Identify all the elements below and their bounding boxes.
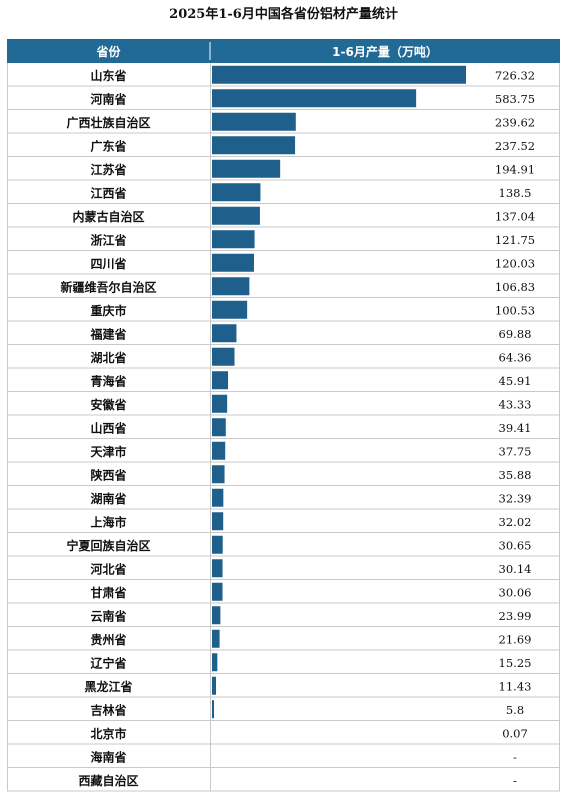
- header-value: 1-6月产量（万吨）: [332, 44, 438, 59]
- bar: [212, 206, 260, 225]
- value-label: 239.62: [495, 115, 535, 129]
- category-label: 江苏省: [90, 162, 126, 177]
- value-label: 23.99: [499, 609, 532, 623]
- value-label: 11.43: [499, 679, 532, 693]
- category-label: 陕西省: [90, 467, 126, 482]
- bar: [212, 535, 223, 554]
- bar: [212, 653, 218, 672]
- bar: [212, 136, 296, 155]
- category-label: 安徽省: [90, 397, 126, 412]
- value-label: 15.25: [499, 656, 532, 670]
- category-label: 河北省: [89, 561, 126, 576]
- bar: [212, 606, 221, 625]
- value-label: 30.14: [499, 562, 532, 576]
- bar: [212, 441, 226, 460]
- bar-table-chart: 省份 1-6月产量（万吨） 山东省 726.32 河南省 583.75 广西壮族自治区 239…: [7, 39, 560, 798]
- bar: [212, 559, 223, 578]
- value-label: 726.32: [495, 68, 535, 82]
- category-label: 新疆维吾尔自治区: [60, 279, 156, 294]
- category-label: 重庆市: [90, 303, 126, 318]
- bar: [212, 418, 226, 437]
- value-label: 32.02: [499, 515, 532, 529]
- bar: [212, 347, 235, 366]
- value-label: 43.33: [499, 397, 532, 411]
- category-label: 山东省: [90, 68, 126, 83]
- header-province: 省份: [95, 44, 121, 59]
- value-label: 5.8: [506, 703, 524, 717]
- value-label: 30.06: [499, 585, 532, 599]
- category-label: 天津市: [90, 444, 126, 459]
- value-label: 583.75: [495, 92, 535, 106]
- value-label: 30.65: [499, 538, 532, 552]
- value-label: 39.41: [499, 421, 532, 435]
- chart-svg: 省份 1-6月产量（万吨） 山东省 726.32 河南省 583.75 广西壮族自治区 239…: [7, 39, 560, 792]
- bar: [212, 371, 229, 390]
- category-label: 广东省: [90, 138, 126, 153]
- bar: [212, 253, 254, 272]
- value-label: 121.75: [495, 233, 535, 247]
- value-label: 21.69: [499, 632, 532, 646]
- category-label: 青海省: [90, 373, 126, 388]
- bar: [212, 230, 255, 249]
- bar: [212, 324, 237, 343]
- bar: [212, 89, 417, 108]
- value-label: 138.5: [499, 186, 532, 200]
- header-band: [7, 39, 560, 63]
- value-label: 45.91: [499, 374, 532, 388]
- value-label: -: [513, 773, 517, 787]
- bar: [212, 159, 281, 178]
- bar: [212, 629, 220, 648]
- value-label: 100.53: [495, 303, 535, 317]
- value-label: 35.88: [499, 468, 532, 482]
- category-label: 山西省: [90, 420, 126, 435]
- category-label: 辽宁省: [90, 655, 126, 670]
- category-label: 江西省: [90, 185, 126, 200]
- value-label: 0.07: [502, 726, 528, 740]
- value-label: 32.39: [499, 491, 532, 505]
- value-label: -: [513, 750, 517, 764]
- bar: [212, 488, 224, 507]
- bar: [212, 112, 296, 131]
- category-label: 西藏自治区: [78, 773, 138, 788]
- category-label: 湖南省: [90, 491, 126, 506]
- category-label: 北京市: [90, 726, 126, 741]
- category-label: 浙江省: [90, 232, 126, 247]
- category-label: 云南省: [90, 608, 126, 623]
- category-label: 吉林省: [90, 702, 126, 717]
- category-label: 甘肃省: [90, 585, 126, 600]
- chart-title: 2025年1-6月中国各省份铝材产量统计: [169, 7, 398, 22]
- category-label: 上海市: [90, 514, 126, 529]
- value-label: 137.04: [495, 209, 535, 223]
- bar: [212, 300, 248, 319]
- bar: [212, 700, 215, 719]
- value-label: 64.36: [499, 350, 532, 364]
- category-label: 内蒙古自治区: [72, 209, 144, 224]
- bar: [212, 277, 250, 296]
- value-label: 106.83: [495, 280, 535, 294]
- category-label: 黑龙江省: [84, 679, 132, 694]
- category-label: 福建省: [89, 326, 126, 341]
- value-label: 194.91: [495, 162, 535, 176]
- bar: [212, 65, 466, 84]
- category-label: 贵州省: [90, 632, 126, 647]
- category-label: 河南省: [89, 91, 126, 106]
- value-label: 120.03: [495, 256, 535, 270]
- category-label: 宁夏回族自治区: [66, 538, 150, 553]
- bar: [212, 512, 224, 531]
- bar: [212, 676, 216, 695]
- bar: [212, 183, 261, 202]
- category-label: 四川省: [90, 256, 126, 271]
- bar: [212, 465, 225, 484]
- bar: [212, 394, 228, 413]
- category-label: 海南省: [90, 749, 126, 764]
- category-label: 广西壮族自治区: [66, 115, 150, 130]
- value-label: 237.52: [495, 139, 535, 153]
- category-label: 湖北省: [90, 350, 126, 365]
- value-label: 69.88: [499, 327, 532, 341]
- bar: [212, 582, 223, 601]
- value-label: 37.75: [499, 444, 532, 458]
